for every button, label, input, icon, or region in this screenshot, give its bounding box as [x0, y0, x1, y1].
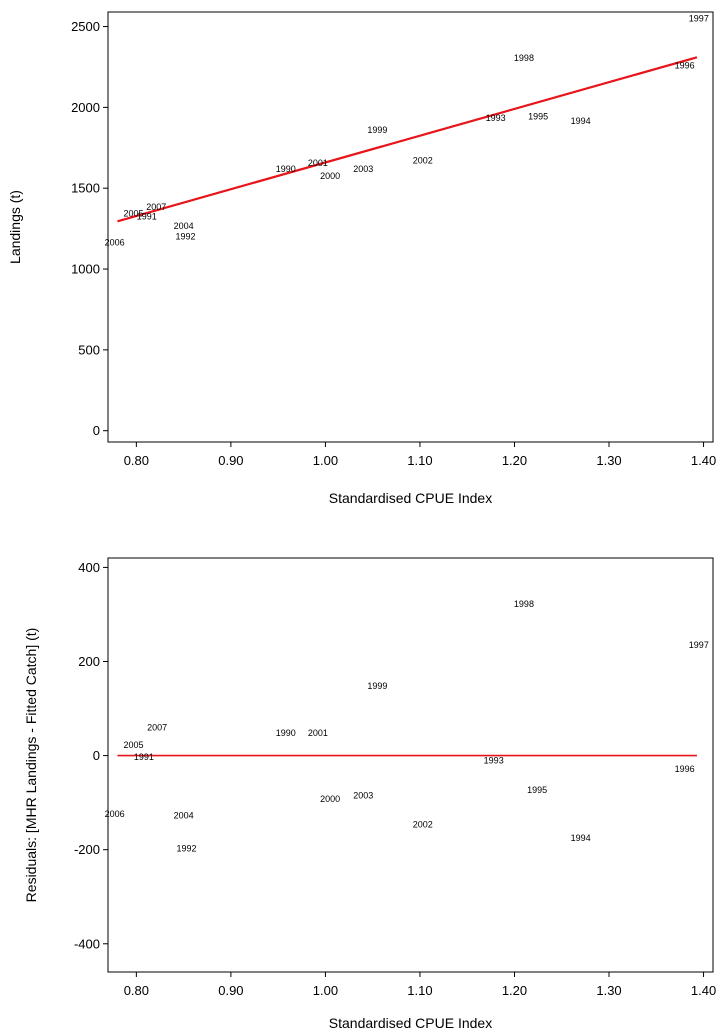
data-point-1995: 1995	[527, 785, 547, 795]
x-tick-label: 1.10	[407, 453, 432, 468]
data-point-1992: 1992	[176, 232, 196, 242]
data-point-2005: 2005	[124, 208, 144, 218]
data-point-1997: 1997	[689, 640, 709, 650]
y-tick-label: -200	[74, 842, 100, 857]
data-point-1999: 1999	[367, 125, 387, 135]
y-tick-label: 2000	[71, 100, 100, 115]
y-tick-label: 0	[93, 748, 100, 763]
data-point-2007: 2007	[146, 202, 166, 212]
x-tick-label: 1.40	[691, 983, 716, 998]
y-tick-label: -400	[74, 936, 100, 951]
y-tick-label: 0	[93, 423, 100, 438]
data-point-1998: 1998	[514, 53, 534, 63]
x-tick-label: 1.20	[502, 983, 527, 998]
data-point-1996: 1996	[675, 764, 695, 774]
data-point-2001: 2001	[308, 728, 328, 738]
data-point-1994: 1994	[571, 833, 591, 843]
x-tick-label: 0.90	[218, 453, 243, 468]
data-point-1992: 1992	[176, 844, 196, 854]
fitted-line	[117, 56, 698, 223]
data-point-2007: 2007	[147, 722, 167, 732]
x-tick-label: 1.30	[596, 983, 621, 998]
plot-frame	[107, 11, 714, 443]
data-point-1990: 1990	[276, 728, 296, 738]
x-tick-label: 0.90	[218, 983, 243, 998]
y-tick-label: 400	[78, 560, 100, 575]
x-tick-label: 1.20	[502, 453, 527, 468]
data-point-1996: 1996	[675, 60, 695, 70]
data-point-1997: 1997	[689, 13, 709, 23]
data-point-2004: 2004	[174, 810, 194, 820]
data-point-1990: 1990	[276, 164, 296, 174]
y-axis-title: Landings (t)	[7, 190, 23, 264]
data-point-2002: 2002	[413, 820, 433, 830]
data-point-2000: 2000	[320, 171, 340, 181]
x-tick-label: 1.40	[691, 453, 716, 468]
data-point-1991: 1991	[134, 752, 154, 762]
data-point-2003: 2003	[353, 164, 373, 174]
data-point-2002: 2002	[413, 156, 433, 166]
x-tick-label: 0.80	[124, 983, 149, 998]
data-point-2004: 2004	[174, 221, 194, 231]
data-point-1999: 1999	[367, 681, 387, 691]
x-tick-label: 0.80	[124, 453, 149, 468]
data-point-1993: 1993	[484, 755, 504, 765]
data-point-2006: 2006	[105, 237, 125, 247]
data-point-2003: 2003	[353, 791, 373, 801]
y-tick-label: 500	[78, 342, 100, 357]
data-point-2000: 2000	[320, 794, 340, 804]
y-tick-label: 2500	[71, 19, 100, 34]
data-point-2001: 2001	[308, 158, 328, 168]
data-point-1991: 1991	[137, 211, 157, 221]
x-tick-label: 1.00	[313, 453, 338, 468]
data-point-1998: 1998	[514, 599, 534, 609]
x-axis-title: Standardised CPUE Index	[329, 490, 492, 506]
data-point-2005: 2005	[124, 740, 144, 750]
x-tick-label: 1.00	[313, 983, 338, 998]
x-axis-title: Standardised CPUE Index	[329, 1015, 492, 1031]
data-point-2006: 2006	[105, 809, 125, 819]
chart-panel-2: 0.80 0.90 1.00 1.10 1.20 1.30 1.40 -400 -200 0 200…	[23, 557, 716, 1031]
y-tick-label: 1000	[71, 262, 100, 277]
data-point-1994: 1994	[571, 116, 591, 126]
y-tick-label: 200	[78, 654, 100, 669]
plot-frame	[107, 557, 714, 973]
x-tick-label: 1.30	[596, 453, 621, 468]
data-point-1995: 1995	[528, 111, 548, 121]
y-axis-title: Residuals: [MHR Landings - Fitted Catch]…	[23, 628, 39, 903]
x-tick-label: 1.10	[407, 983, 432, 998]
y-tick-label: 1500	[71, 181, 100, 196]
chart-panel-1: 0.80 0.90 1.00 1.10 1.20 1.30 1.40 0 500 1000 1500…	[7, 11, 716, 506]
data-point-1993: 1993	[486, 113, 506, 123]
